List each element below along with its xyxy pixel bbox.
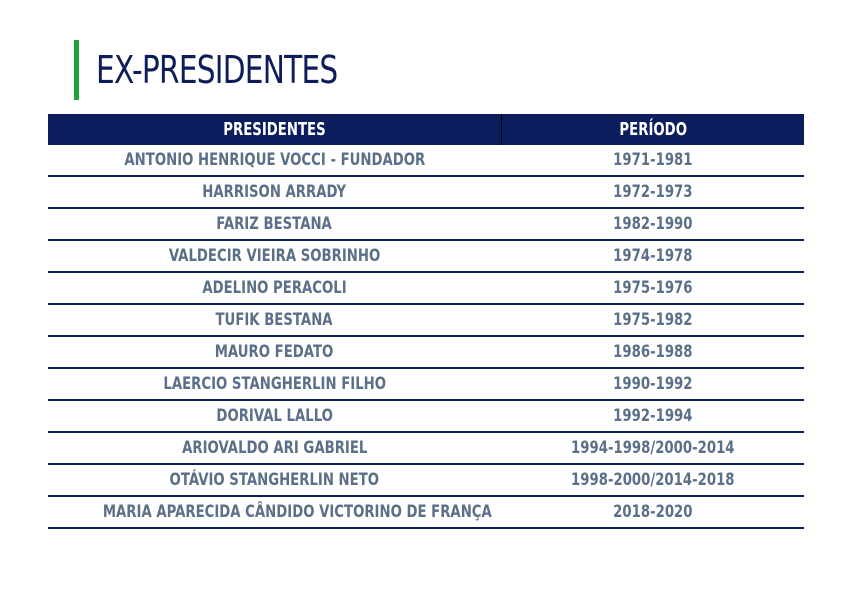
president-name-cell: MAURO FEDATO — [48, 336, 501, 369]
period-cell: 2018-2020 — [501, 496, 804, 529]
period-cell: 1990-1992 — [501, 368, 804, 401]
period-cell: 1998-2000/2014-2018 — [501, 464, 804, 497]
table-header-row: PRESIDENTES PERÍODO — [48, 114, 804, 145]
period-cell: 1975-1982 — [501, 304, 804, 337]
president-name-cell: VALDECIR VIEIRA SOBRINHO — [48, 240, 501, 273]
president-name: OTÁVIO STANGHERLIN NETO — [169, 470, 380, 490]
period-cell: 1972-1973 — [501, 176, 804, 209]
president-name-cell: MARIA APARECIDA CÂNDIDO VICTORINO DE FRA… — [48, 496, 501, 529]
president-name-cell: LAERCIO STANGHERLIN FILHO — [48, 368, 501, 401]
period-value: 1990-1992 — [612, 374, 693, 394]
president-name: VALDECIR VIEIRA SOBRINHO — [168, 246, 381, 266]
table-row: ADELINO PERACOLI 1975-1976 — [48, 272, 804, 305]
period-value: 1992-1994 — [612, 406, 693, 426]
table-row: VALDECIR VIEIRA SOBRINHO 1974-1978 — [48, 240, 804, 273]
table-row: HARRISON ARRADY 1972-1973 — [48, 176, 804, 209]
table-header: PRESIDENTES PERÍODO — [48, 114, 804, 145]
period-value: 1971-1981 — [612, 150, 693, 170]
table-row: MARIA APARECIDA CÂNDIDO VICTORINO DE FRA… — [48, 496, 804, 529]
period-value: 1975-1976 — [612, 278, 693, 298]
period-value: 1974-1978 — [612, 246, 693, 266]
table-row: OTÁVIO STANGHERLIN NETO 1998-2000/2014-2… — [48, 464, 804, 497]
table-row: TUFIK BESTANA 1975-1982 — [48, 304, 804, 337]
president-name-cell: TUFIK BESTANA — [48, 304, 501, 337]
period-value: 1972-1973 — [612, 182, 693, 202]
table-row: ANTONIO HENRIQUE VOCCI - FUNDADOR 1971-1… — [48, 145, 804, 177]
table-row: ARIOVALDO ARI GABRIEL 1994-1998/2000-201… — [48, 432, 804, 465]
column-header-label: PRESIDENTES — [223, 119, 326, 140]
column-header-presidents: PRESIDENTES — [48, 114, 502, 145]
president-name-cell: FARIZ BESTANA — [48, 208, 501, 241]
table-body: ANTONIO HENRIQUE VOCCI - FUNDADOR 1971-1… — [48, 145, 804, 529]
president-name: ADELINO PERACOLI — [202, 278, 347, 298]
table-row: LAERCIO STANGHERLIN FILHO 1990-1992 — [48, 368, 804, 401]
period-cell: 1986-1988 — [501, 336, 804, 369]
president-name: HARRISON ARRADY — [202, 182, 347, 202]
table-row: FARIZ BESTANA 1982-1990 — [48, 208, 804, 241]
period-cell: 1971-1981 — [501, 145, 804, 177]
column-header-label: PERÍODO — [618, 119, 687, 140]
president-name: FARIZ BESTANA — [216, 214, 333, 234]
period-cell: 1994-1998/2000-2014 — [501, 432, 804, 465]
table-row: DORIVAL LALLO 1992-1994 — [48, 400, 804, 433]
period-value: 1975-1982 — [612, 310, 693, 330]
period-value: 1994-1998/2000-2014 — [570, 438, 735, 458]
president-name-cell: ARIOVALDO ARI GABRIEL — [48, 432, 501, 465]
president-name: ARIOVALDO ARI GABRIEL — [181, 438, 368, 458]
president-name: LAERCIO STANGHERLIN FILHO — [163, 374, 386, 394]
president-name: TUFIK BESTANA — [215, 310, 334, 330]
president-name: MAURO FEDATO — [215, 342, 334, 362]
president-name: ANTONIO HENRIQUE VOCCI - FUNDADOR — [124, 150, 425, 170]
president-name-cell: DORIVAL LALLO — [48, 400, 501, 433]
president-name-cell: ANTONIO HENRIQUE VOCCI - FUNDADOR — [48, 145, 501, 177]
period-value: 1998-2000/2014-2018 — [570, 470, 735, 490]
period-cell: 1975-1976 — [501, 272, 804, 305]
period-value: 1982-1990 — [612, 214, 693, 234]
period-value: 2018-2020 — [612, 502, 693, 522]
president-name-cell: HARRISON ARRADY — [48, 176, 501, 209]
president-name-cell: OTÁVIO STANGHERLIN NETO — [48, 464, 501, 497]
title-accent-bar — [74, 40, 79, 100]
president-name: DORIVAL LALLO — [216, 406, 333, 426]
period-cell: 1992-1994 — [501, 400, 804, 433]
period-cell: 1982-1990 — [501, 208, 804, 241]
period-value: 1986-1988 — [612, 342, 693, 362]
page-title: EX-PRESIDENTES — [96, 48, 338, 92]
table-row: MAURO FEDATO 1986-1988 — [48, 336, 804, 369]
presidents-table: PRESIDENTES PERÍODO ANTONIO HENRIQUE VOC… — [48, 114, 804, 529]
president-name: MARIA APARECIDA CÂNDIDO VICTORINO DE FRA… — [102, 502, 492, 522]
column-header-period: PERÍODO — [501, 114, 804, 145]
period-cell: 1974-1978 — [501, 240, 804, 273]
president-name-cell: ADELINO PERACOLI — [48, 272, 501, 305]
